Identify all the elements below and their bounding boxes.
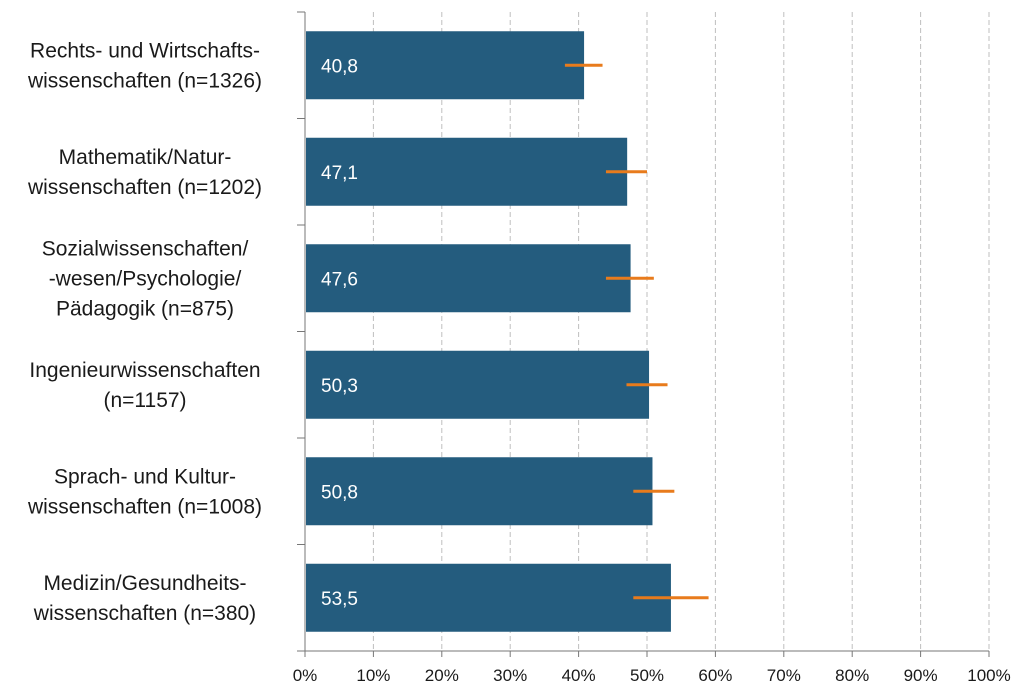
x-tick-label: 40%	[562, 666, 596, 685]
bar	[306, 563, 671, 632]
x-tick-label: 70%	[767, 666, 801, 685]
category-label: Rechts- und Wirtschafts-wissenschaften (…	[27, 39, 262, 92]
category-label: Medizin/Gesundheits-wissenschaften (n=38…	[33, 572, 256, 625]
x-tick-label: 80%	[835, 666, 869, 685]
x-tick-label: 20%	[425, 666, 459, 685]
x-tick-label: 0%	[293, 666, 318, 685]
x-tick-label: 10%	[356, 666, 390, 685]
x-tick-label: 60%	[698, 666, 732, 685]
category-label-line: wissenschaften (n=1202)	[27, 176, 262, 199]
category-label-line: Rechts- und Wirtschafts-	[30, 39, 260, 62]
category-label-line: Pädagogik (n=875)	[56, 297, 234, 320]
grid-lines	[372, 12, 990, 651]
category-label-line: wissenschaften (n=380)	[33, 602, 256, 625]
bar	[306, 457, 653, 526]
data-label: 53,5	[321, 589, 358, 610]
x-tick-label: 50%	[630, 666, 664, 685]
category-label-line: Sozialwissenschaften/	[42, 237, 249, 260]
data-label: 50,8	[321, 482, 358, 503]
bars	[306, 31, 709, 632]
x-tick-label: 100%	[967, 666, 1010, 685]
category-label-line: Medizin/Gesundheits-	[43, 572, 246, 595]
category-label: Mathematik/Natur-wissenschaften (n=1202)	[27, 146, 262, 199]
data-label: 47,6	[321, 269, 358, 290]
x-tick-label: 30%	[493, 666, 527, 685]
bar	[306, 31, 585, 100]
category-label-line: Mathematik/Natur-	[59, 146, 232, 169]
labels: 0% 10% 20% 30% 40% 50% 60% 70% 80% 90% 100% 40,8 Rec…	[27, 39, 1011, 685]
category-label-line: Sprach- und Kultur-	[54, 465, 236, 488]
axes	[297, 11, 990, 657]
category-label: Ingenieurwissenschaften (n=1157)	[29, 359, 260, 412]
data-label: 50,3	[321, 376, 358, 397]
category-label: Sozialwissenschaften/ -wesen/Psychologie/…	[42, 237, 249, 320]
bar	[306, 350, 650, 419]
category-label: Sprach- und Kultur-wissenschaften (n=100…	[27, 465, 262, 518]
category-label-line: Ingenieurwissenschaften	[29, 359, 260, 382]
category-label-line: wissenschaften (n=1326)	[27, 69, 262, 92]
category-label-line: -wesen/Psychologie/	[49, 267, 242, 290]
x-tick-label: 90%	[904, 666, 938, 685]
data-label: 40,8	[321, 56, 358, 77]
category-label-line: (n=1157)	[103, 389, 186, 412]
bar	[306, 244, 631, 313]
bar	[306, 137, 628, 206]
data-label: 47,1	[321, 163, 358, 184]
category-label-line: wissenschaften (n=1008)	[27, 495, 262, 518]
